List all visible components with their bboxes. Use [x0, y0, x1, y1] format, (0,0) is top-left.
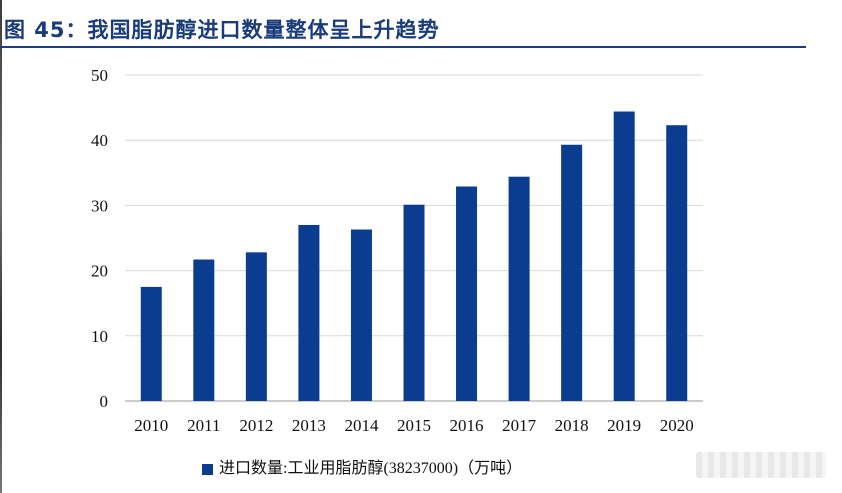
bar-2017 — [508, 176, 530, 401]
y-tick-label: 40 — [91, 131, 108, 150]
figure-title: 图 45：我国脂肪醇进口数量整体呈上升趋势 — [4, 18, 440, 42]
x-tick-label: 2016 — [450, 416, 484, 435]
watermark — [696, 452, 826, 478]
title-underline — [0, 46, 806, 48]
x-tick-label: 2015 — [397, 416, 431, 435]
bar-2011 — [193, 259, 215, 401]
x-tick-label: 2019 — [607, 416, 641, 435]
bar-2010 — [140, 286, 162, 401]
x-tick-label: 2018 — [555, 416, 589, 435]
bar-2015 — [403, 204, 425, 401]
left-edge-strip — [0, 0, 2, 493]
y-axis-ticks: 0 10 20 30 40 50 — [91, 66, 108, 411]
x-tick-label: 2013 — [292, 416, 326, 435]
x-tick-label: 2020 — [660, 416, 694, 435]
legend-swatch — [202, 463, 213, 475]
bar-2016 — [456, 186, 478, 401]
bar-2019 — [613, 111, 635, 402]
bar-2014 — [350, 229, 372, 401]
bar-2012 — [245, 252, 267, 401]
legend-label: 进口数量:工业用脂肪醇(38237000)（万吨） — [219, 460, 523, 477]
y-tick-label: 30 — [91, 196, 108, 215]
legend: 进口数量:工业用脂肪醇(38237000)（万吨） — [202, 458, 522, 480]
x-axis-ticks: 2010 2011 2012 2013 2014 2015 2016 2017 2018 2019… — [134, 416, 693, 435]
y-tick-label: 20 — [91, 262, 108, 281]
x-tick-label: 2017 — [502, 416, 537, 435]
bar-2020 — [666, 125, 688, 401]
y-tick-label: 50 — [91, 66, 108, 85]
bar-2018 — [561, 144, 583, 401]
x-tick-label: 2014 — [344, 416, 379, 435]
x-tick-label: 2011 — [187, 416, 220, 435]
bars — [140, 111, 688, 402]
x-tick-label: 2010 — [134, 416, 168, 435]
bar-2013 — [298, 224, 320, 401]
x-tick-label: 2012 — [239, 416, 273, 435]
y-tick-label: 10 — [91, 327, 108, 346]
y-tick-label: 0 — [100, 392, 109, 411]
